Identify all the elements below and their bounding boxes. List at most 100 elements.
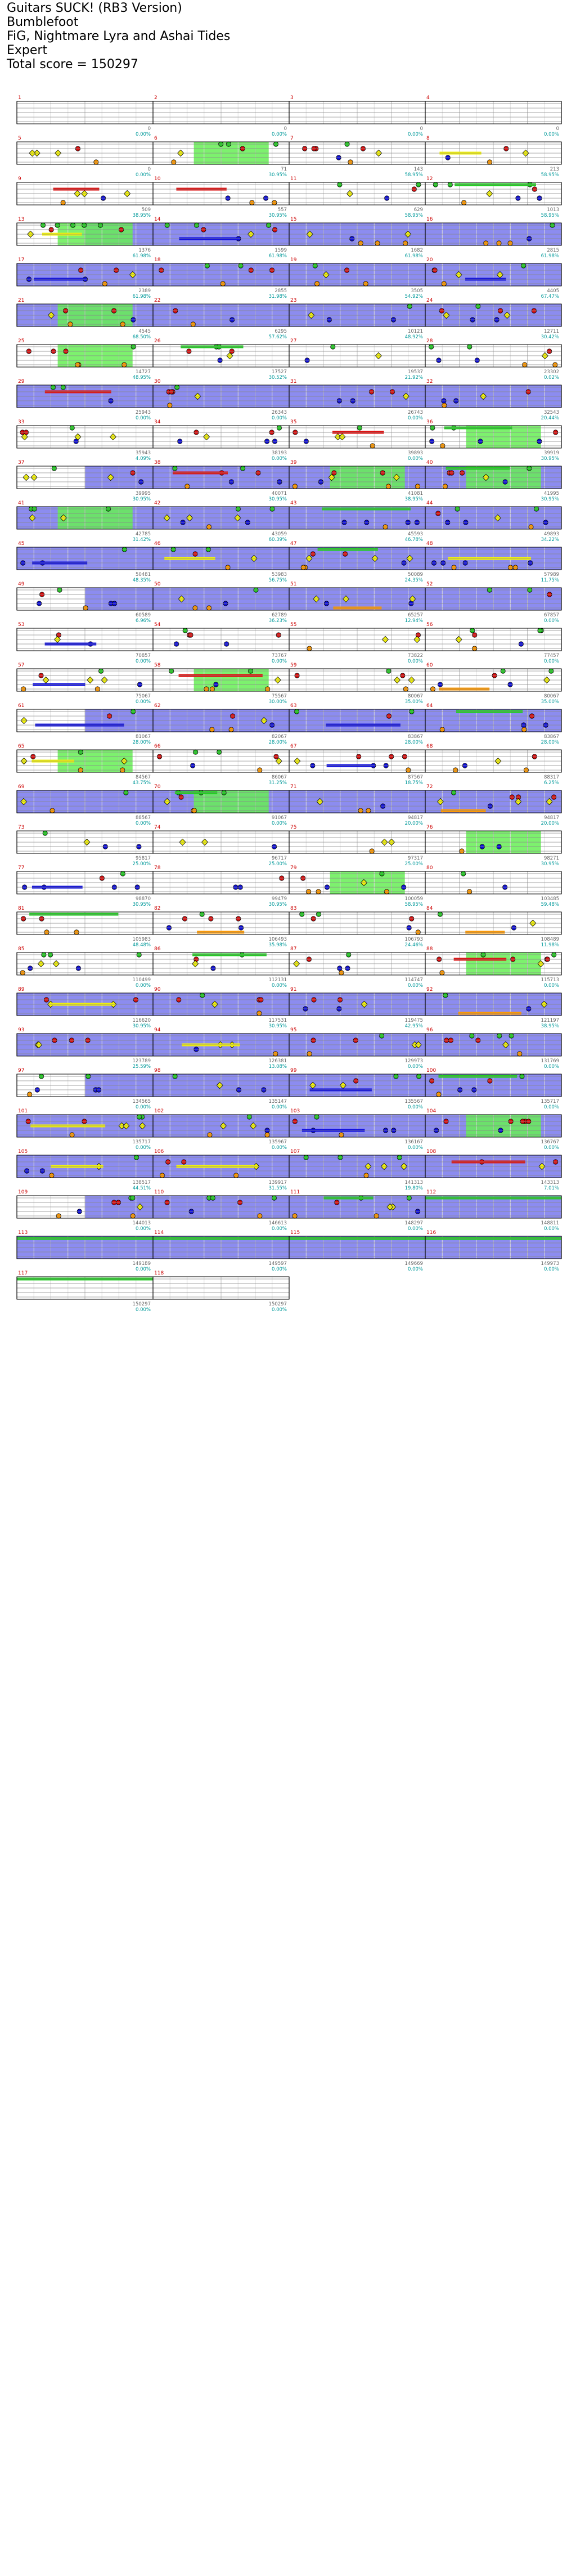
measure-score: 75567	[272, 694, 287, 699]
measure-score: 0	[148, 167, 151, 172]
measure-number: 103	[290, 1108, 300, 1114]
measure-score: 39919	[544, 450, 559, 456]
measure-score: 150297	[133, 1302, 151, 1307]
measure-score: 135147	[269, 1099, 287, 1104]
measure-number: 59	[290, 663, 297, 668]
measure-percent: 0.00%	[544, 983, 559, 989]
measure-score: 139917	[269, 1180, 287, 1186]
measure-number: 46	[154, 541, 161, 547]
measure-percent: 0.00%	[272, 456, 287, 462]
measure-number: 44	[426, 500, 433, 506]
measure-number: 64	[426, 703, 433, 709]
measure-percent: 18.75%	[405, 780, 423, 786]
measure-score: 82067	[272, 734, 287, 740]
measure-score: 110499	[133, 977, 151, 983]
measure-score: 14727	[136, 369, 151, 375]
measure-percent: 58.95%	[405, 213, 423, 218]
measure-percent: 30.95%	[269, 213, 287, 218]
measure-number: 86	[154, 946, 161, 952]
measure-score: 98271	[544, 856, 559, 861]
measure-score: 106793	[405, 937, 423, 942]
measure-percent: 68.50%	[133, 334, 151, 340]
measure-number: 61	[18, 703, 24, 709]
measure-percent: 48.92%	[405, 334, 423, 340]
measure-percent: 0.00%	[136, 132, 151, 137]
measure-number: 113	[18, 1230, 28, 1236]
measure-score: 134565	[133, 1099, 151, 1104]
measure-percent: 30.95%	[133, 1023, 151, 1029]
measure-score: 94817	[408, 815, 423, 821]
measure-percent: 36.23%	[269, 618, 287, 624]
measure-percent: 58.95%	[405, 902, 423, 907]
song-charter: FiG, Nightmare Lyra and Ashai Tides	[7, 29, 231, 43]
measure-number: 39	[290, 460, 297, 466]
measure-score: 2855	[274, 288, 287, 294]
measure-score: 97317	[408, 856, 423, 861]
measure-number: 12	[426, 176, 433, 182]
measure-score: 98870	[136, 896, 151, 902]
measure-number: 62	[154, 703, 160, 709]
measure-score: 50481	[136, 572, 151, 578]
measure-number: 38	[154, 460, 161, 466]
measure-percent: 30.95%	[269, 1023, 287, 1029]
measure-score: 39893	[408, 450, 423, 456]
measure-number: 42	[154, 500, 160, 506]
measure-number: 75	[290, 825, 296, 830]
measure-percent: 60.39%	[269, 537, 287, 543]
measure-number: 85	[18, 946, 24, 952]
measure-percent: 0.00%	[408, 415, 423, 421]
measure-score: 83867	[408, 734, 423, 740]
measure-percent: 31.55%	[269, 1186, 287, 1191]
measure-number: 49	[18, 582, 25, 587]
measure-score: 135717	[541, 1099, 559, 1104]
measure-number: 88	[426, 946, 433, 952]
total-score: Total score = 150297	[7, 57, 138, 71]
measure-percent: 38.95%	[405, 497, 423, 502]
measure-number: 80	[426, 865, 433, 871]
measure-number: 50	[154, 582, 161, 587]
measure-percent: 30.95%	[541, 861, 559, 867]
measure-number: 30	[154, 379, 161, 384]
measure-number: 10	[154, 176, 161, 182]
measure-score: 146613	[269, 1220, 287, 1226]
measure-score: 84567	[136, 775, 151, 780]
measure-number: 34	[154, 419, 161, 425]
measure-score: 73767	[272, 653, 287, 659]
measure-number: 72	[426, 784, 433, 790]
measure-score: 149597	[269, 1261, 287, 1267]
measure-percent: 58.95%	[541, 172, 559, 178]
measure-percent: 59.48%	[541, 902, 559, 907]
measure-number: 11	[290, 176, 296, 182]
measure-percent: 58.95%	[405, 172, 423, 178]
measure-score: 143313	[541, 1180, 559, 1186]
difficulty-label: Expert	[7, 43, 48, 57]
measure-number: 60	[426, 663, 433, 668]
measure-percent: 61.98%	[133, 253, 151, 259]
measure-percent: 0.00%	[544, 618, 559, 624]
measure-score: 112131	[269, 977, 287, 983]
measure-number: 15	[290, 217, 296, 222]
measure-score: 39995	[136, 491, 151, 497]
measure-percent: 0.00%	[544, 659, 559, 664]
measure-number: 52	[426, 582, 433, 587]
measure-percent: 21.92%	[405, 375, 423, 381]
measure-score: 88317	[544, 775, 559, 780]
measure-number: 35	[290, 419, 296, 425]
measure-number: 14	[154, 217, 161, 222]
measure-number: 43	[290, 500, 296, 506]
measure-score: 144013	[133, 1220, 151, 1226]
measure-score: 509	[142, 207, 151, 213]
measure-number: 55	[290, 622, 296, 628]
measure-number: 58	[154, 663, 161, 668]
measure-score: 213	[550, 167, 559, 172]
measure-percent: 0.00%	[272, 415, 287, 421]
measure-percent: 0.00%	[408, 1104, 423, 1110]
measure-percent: 11.98%	[541, 942, 559, 948]
measure-percent: 57.62%	[269, 334, 287, 340]
measure-percent: 0.00%	[544, 132, 559, 137]
measure-percent: 20.00%	[405, 821, 423, 826]
measure-percent: 48.48%	[133, 942, 151, 948]
measure-percent: 58.95%	[541, 213, 559, 218]
measure-percent: 30.42%	[541, 334, 559, 340]
measure-percent: 34.22%	[541, 537, 559, 543]
